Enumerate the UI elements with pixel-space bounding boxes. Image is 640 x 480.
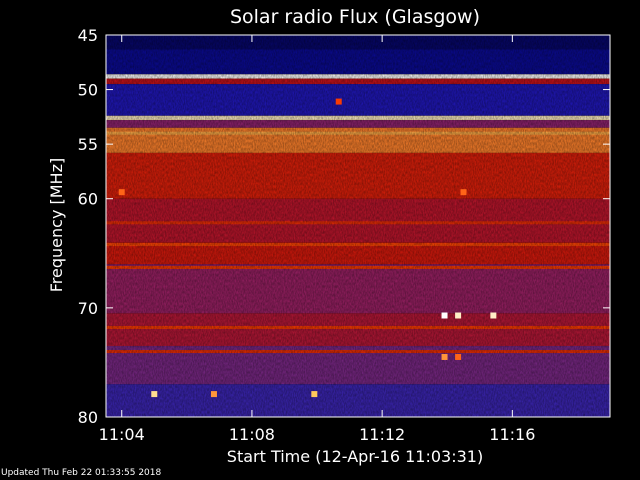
update-timestamp: Updated Thu Feb 22 01:33:55 2018 (1, 468, 162, 478)
burst-4 (490, 312, 497, 319)
x-tick-label-3: 11:16 (489, 425, 535, 444)
burst-0 (118, 189, 125, 196)
y-tick-label-4: 70 (78, 299, 98, 318)
burst-7 (311, 391, 318, 398)
burst-2 (441, 312, 448, 319)
y-tick-label-0: 45 (78, 26, 98, 45)
plot-area (105, 34, 611, 418)
x-tick-label-1: 11:08 (229, 425, 275, 444)
burst-9 (455, 353, 462, 360)
burst-8 (441, 353, 448, 360)
x-axis-label: Start Time (12-Apr-16 11:03:31) (227, 447, 483, 466)
chart-title: Solar radio Flux (Glasgow) (230, 6, 480, 28)
burst-6 (210, 391, 217, 398)
x-tick-label-0: 11:04 (99, 425, 145, 444)
plot-frame (105, 34, 611, 418)
x-tick-label-2: 11:12 (359, 425, 405, 444)
y-tick-label-1: 50 (78, 81, 98, 100)
burst-3 (455, 312, 462, 319)
y-tick-label-2: 55 (78, 135, 98, 154)
y-tick-label-3: 60 (78, 190, 98, 209)
noise-texture (106, 35, 610, 417)
burst-5 (151, 391, 158, 398)
burst-1 (460, 189, 467, 196)
y-axis: 45 50 55 60 70 80 (78, 26, 610, 427)
y-axis-label: Frequency [MHz] (47, 158, 66, 292)
x-axis: 11:04 11:08 11:12 11:16 (99, 35, 535, 444)
y-tick-label-5: 80 (78, 408, 98, 427)
burst-10 (335, 98, 342, 105)
